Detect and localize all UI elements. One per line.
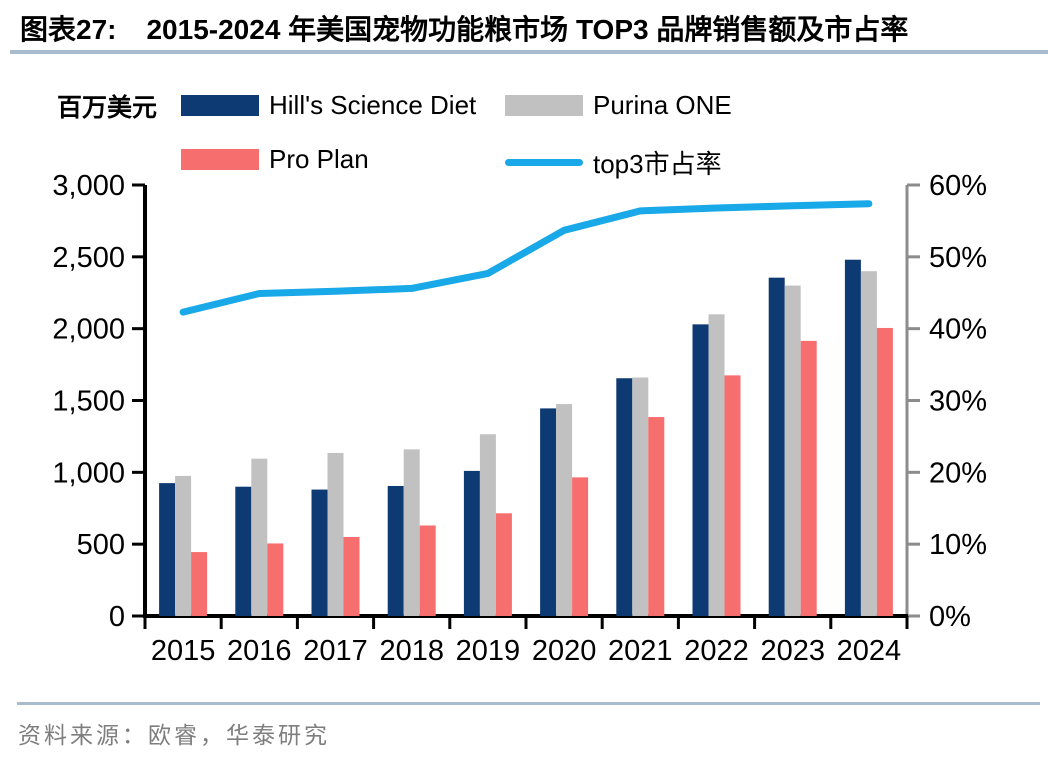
axes: 0 500 1,000 1,500 2,000 2,500 3,000 0% 10% 20% 30%…: [52, 170, 987, 667]
legend-label-top3: top3市占率: [593, 149, 722, 179]
bar-series-2: [191, 327, 893, 616]
legend-label-proplan: Pro Plan: [269, 144, 369, 174]
chart-header: 图表27: 2015-2024 年美国宠物功能粮市场 TOP3 品牌销售额及市占…: [20, 8, 908, 48]
x-axis-category-label: 2020: [532, 635, 597, 667]
legend-line-swatch-top3: [505, 159, 583, 166]
right-axis-tick-label: 10%: [929, 529, 987, 561]
x-axis-category-label: 2015: [151, 635, 216, 667]
bar: [235, 486, 252, 616]
legend-item-proplan: Pro Plan: [181, 144, 369, 175]
bar: [327, 452, 344, 616]
bar: [540, 408, 557, 616]
bar: [708, 314, 725, 616]
left-axis-tick-label: 1,000: [52, 457, 125, 489]
title-underline: [10, 50, 1048, 54]
line-series-top3-share: [179, 200, 873, 316]
x-axis-category-label: 2017: [303, 635, 368, 667]
bar: [572, 477, 589, 616]
x-axis-category-label: 2023: [760, 635, 825, 667]
right-axis-tick-label: 0%: [929, 601, 971, 633]
right-axis-tick-label: 40%: [929, 314, 987, 346]
bar: [311, 489, 328, 616]
bar: [724, 375, 741, 616]
x-axis-category-label: 2022: [684, 635, 749, 667]
left-axis-tick-label: 1,500: [52, 386, 125, 418]
bar: [387, 485, 404, 616]
bar: [844, 259, 861, 616]
legend-item-top3-share: top3市占率: [505, 144, 722, 181]
legend-swatch-hills: [181, 95, 259, 116]
x-axis-category-label: 2018: [379, 635, 444, 667]
left-axis-tick-label: 2,500: [52, 242, 125, 274]
legend-label-hills: Hill's Science Diet: [269, 90, 477, 120]
bar: [463, 470, 480, 616]
right-axis-tick-label: 20%: [929, 457, 987, 489]
bar: [419, 525, 436, 616]
legend-swatch-purina: [505, 95, 583, 116]
bar: [343, 536, 360, 616]
x-axis-category-label: 2021: [608, 635, 673, 667]
x-axis-category-label: 2024: [837, 635, 902, 667]
legend-item-hills: Hill's Science Diet: [181, 90, 476, 121]
bar: [632, 377, 649, 616]
bar: [267, 543, 284, 616]
right-axis-tick-label: 30%: [929, 386, 987, 418]
right-axis-tick-label: 50%: [929, 242, 987, 274]
left-axis-unit-label: 百万美元: [57, 93, 158, 122]
bar-series-0: [159, 259, 861, 616]
x-axis-category-label: 2019: [456, 635, 521, 667]
x-axis-category-label: 2016: [227, 635, 292, 667]
legend-swatch-proplan: [181, 149, 259, 170]
legend-label-purina: Purina ONE: [593, 90, 732, 120]
legend-item-purina: Purina ONE: [505, 90, 732, 121]
page-title: 2015-2024 年美国宠物功能粮市场 TOP3 品牌销售额及市占率: [146, 14, 909, 45]
bar: [403, 449, 420, 616]
footer-rule: [17, 702, 1040, 705]
bar: [648, 417, 665, 616]
bar: [768, 277, 785, 616]
bar: [800, 340, 817, 616]
bar: [616, 378, 633, 616]
bar: [495, 513, 512, 616]
bar: [191, 552, 208, 616]
bar: [159, 483, 176, 616]
bar: [479, 434, 496, 616]
left-axis-tick-label: 3,000: [52, 170, 125, 202]
bar: [876, 327, 893, 616]
bar: [556, 404, 573, 616]
chart-number-label: 图表27:: [20, 14, 117, 45]
left-axis-tick-label: 0: [109, 601, 125, 633]
source-note: 资料来源：欧睿，华泰研究: [18, 723, 330, 749]
bar: [860, 271, 877, 616]
bar: [175, 475, 192, 616]
bar: [692, 324, 709, 616]
bar: [784, 285, 801, 616]
chart-canvas: 0 500 1,000 1,500 2,000 2,500 3,000 0% 10% 20% 30%…: [52, 170, 987, 667]
left-axis-tick-label: 2,000: [52, 314, 125, 346]
right-axis-tick-label: 60%: [929, 170, 987, 202]
left-axis-tick-label: 500: [77, 529, 125, 561]
bar: [251, 458, 268, 616]
bar-series-1: [175, 271, 877, 616]
